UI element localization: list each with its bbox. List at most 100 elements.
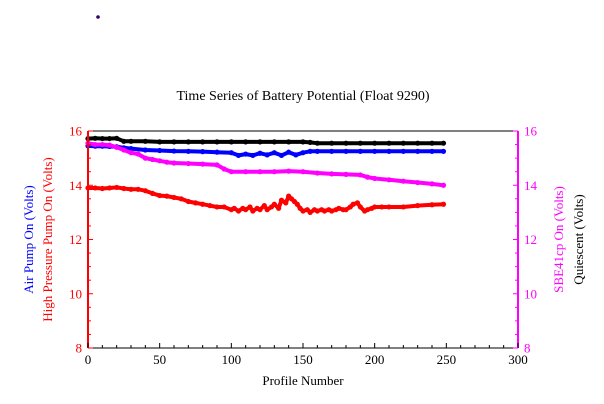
- data-point: [235, 208, 242, 214]
- data-point: [300, 169, 306, 175]
- data-point: [250, 152, 256, 159]
- y-tick-label-left: 12: [69, 232, 82, 247]
- data-point: [200, 139, 206, 145]
- y-axis-label-quiescent: Quiescent (Volts): [571, 194, 586, 284]
- series-line: [86, 141, 446, 188]
- data-point: [372, 148, 378, 154]
- data-point: [300, 150, 306, 156]
- data-point: [278, 197, 285, 203]
- data-point: [314, 208, 320, 214]
- data-point: [99, 141, 105, 148]
- data-point: [157, 192, 163, 199]
- x-tick-label: 200: [365, 352, 385, 367]
- data-point: [264, 152, 270, 158]
- data-point: [415, 179, 421, 186]
- data-point: [200, 149, 206, 155]
- data-point: [185, 160, 191, 167]
- data-point: [106, 135, 113, 142]
- data-point: [92, 141, 98, 148]
- data-point: [142, 147, 148, 153]
- data-point: [400, 178, 406, 184]
- y-tick-label-right: 12: [524, 232, 537, 247]
- data-point: [283, 200, 289, 206]
- data-point: [329, 140, 335, 146]
- data-point: [364, 174, 371, 180]
- data-point: [171, 160, 177, 166]
- data-point: [264, 207, 270, 213]
- data-point: [247, 204, 253, 210]
- y-tick-label-right: 8: [524, 341, 531, 356]
- data-point: [257, 139, 263, 145]
- x-tick-label: 250: [437, 352, 457, 367]
- data-point: [114, 135, 120, 141]
- data-point: [207, 202, 213, 209]
- data-point: [142, 138, 148, 144]
- data-point: [314, 148, 320, 154]
- data-point: [257, 150, 263, 156]
- data-point: [99, 135, 105, 142]
- data-point: [157, 147, 163, 154]
- series-layer: [85, 135, 447, 215]
- data-point: [149, 190, 156, 196]
- data-point: [379, 204, 385, 210]
- data-point: [357, 204, 363, 210]
- data-point: [149, 156, 156, 163]
- data-point: [300, 208, 306, 214]
- data-point: [214, 149, 220, 155]
- data-point: [243, 169, 249, 175]
- data-point: [214, 162, 220, 168]
- x-axis-label: Profile Number: [262, 373, 344, 388]
- data-point: [171, 139, 177, 145]
- data-point: [214, 139, 220, 145]
- data-point: [164, 193, 170, 199]
- data-point: [92, 185, 98, 191]
- data-point: [372, 140, 378, 146]
- data-point: [343, 207, 349, 213]
- data-point: [357, 148, 363, 154]
- data-point: [235, 152, 242, 159]
- y-tick-label-left: 14: [69, 178, 83, 193]
- data-point: [400, 148, 406, 154]
- data-point: [221, 204, 227, 210]
- data-point: [128, 138, 134, 144]
- data-point: [121, 147, 127, 153]
- data-point: [271, 201, 277, 207]
- data-point: [329, 171, 335, 177]
- y-axis-label-sbe41cp: SBE41cp On (Volts): [551, 186, 566, 293]
- data-point: [128, 186, 134, 192]
- data-point: [386, 204, 392, 210]
- data-point: [294, 201, 300, 207]
- data-point: [257, 207, 263, 213]
- data-point: [106, 142, 113, 148]
- data-point: [271, 150, 277, 156]
- data-point: [429, 181, 435, 187]
- data-point: [135, 186, 141, 192]
- data-point: [293, 152, 299, 158]
- data-point: [343, 171, 349, 177]
- data-point: [114, 144, 120, 150]
- data-point: [329, 148, 335, 154]
- data-point: [372, 204, 378, 210]
- series-high-pressure-pump-on: [85, 184, 447, 215]
- data-point: [278, 152, 285, 159]
- data-point: [106, 185, 113, 191]
- data-point: [372, 175, 378, 182]
- data-point: [200, 161, 206, 167]
- x-tick-label: 50: [153, 352, 166, 367]
- data-point: [164, 159, 170, 165]
- series-sbe41cp-on: [85, 140, 447, 188]
- data-point: [185, 198, 191, 205]
- x-tick-label: 0: [85, 352, 92, 367]
- data-point: [343, 140, 349, 146]
- data-point: [314, 140, 320, 146]
- data-point: [121, 138, 127, 144]
- y-tick-label-right: 16: [524, 124, 538, 139]
- data-point: [415, 202, 421, 209]
- y-tick-label-right: 10: [524, 286, 537, 301]
- data-point: [128, 150, 134, 156]
- y-tick-label-left: 8: [76, 341, 83, 356]
- data-point: [261, 202, 267, 209]
- data-point: [357, 172, 363, 178]
- data-point: [440, 148, 447, 154]
- data-point: [307, 209, 313, 215]
